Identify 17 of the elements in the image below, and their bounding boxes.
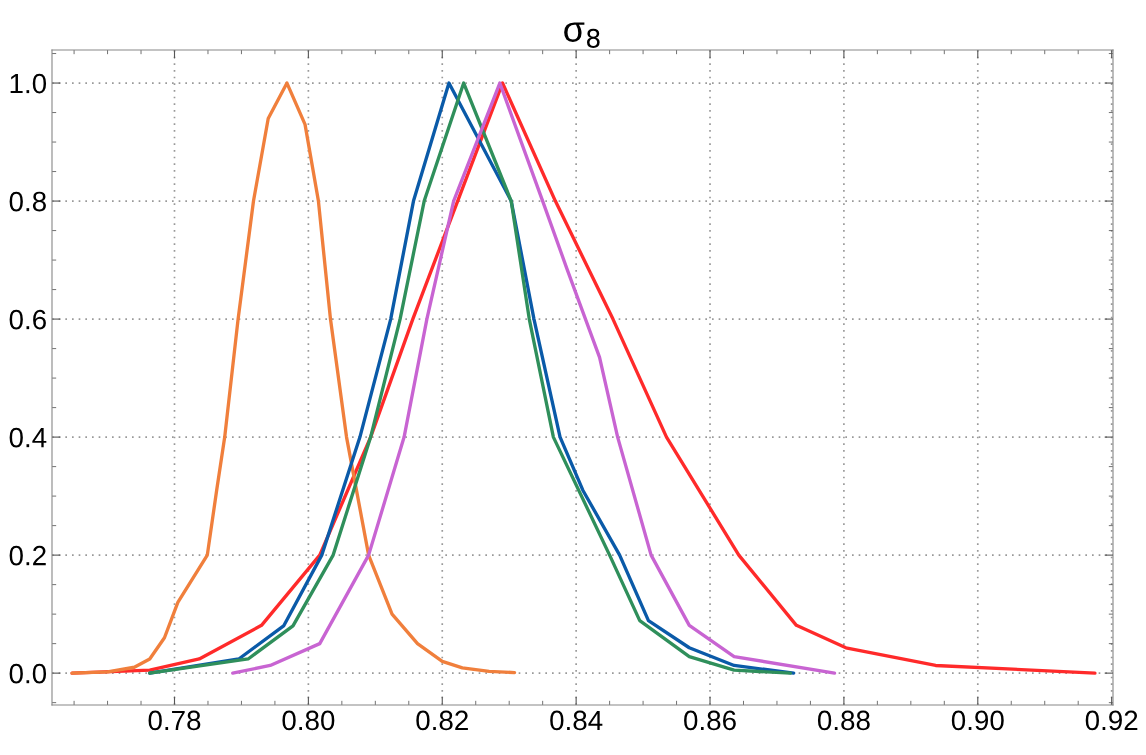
y-tick-label: 0.0 — [9, 663, 47, 684]
x-tick-label: 0.88 — [817, 710, 870, 731]
y-tick-label: 0.2 — [9, 545, 46, 566]
x-tick-label: 0.82 — [416, 710, 468, 731]
x-tick-label: 0.78 — [148, 710, 201, 731]
y-tick-label: 0.6 — [9, 309, 46, 330]
x-tick-label: 0.86 — [684, 710, 736, 731]
x-tick-label: 0.80 — [282, 710, 335, 731]
line-series — [70, 81, 517, 675]
x-tick-label: 0.90 — [951, 710, 1004, 731]
chart-title: σ$_{8}$ — [564, 22, 600, 48]
y-tick-label: 0.8 — [9, 191, 46, 212]
line-series — [231, 81, 837, 675]
y-tick-label: 0.4 — [9, 427, 47, 448]
x-tick-label: 0.84 — [550, 710, 603, 731]
x-tick-label: 0.92 — [1085, 710, 1138, 731]
y-tick-label: 1.0 — [10, 73, 47, 94]
